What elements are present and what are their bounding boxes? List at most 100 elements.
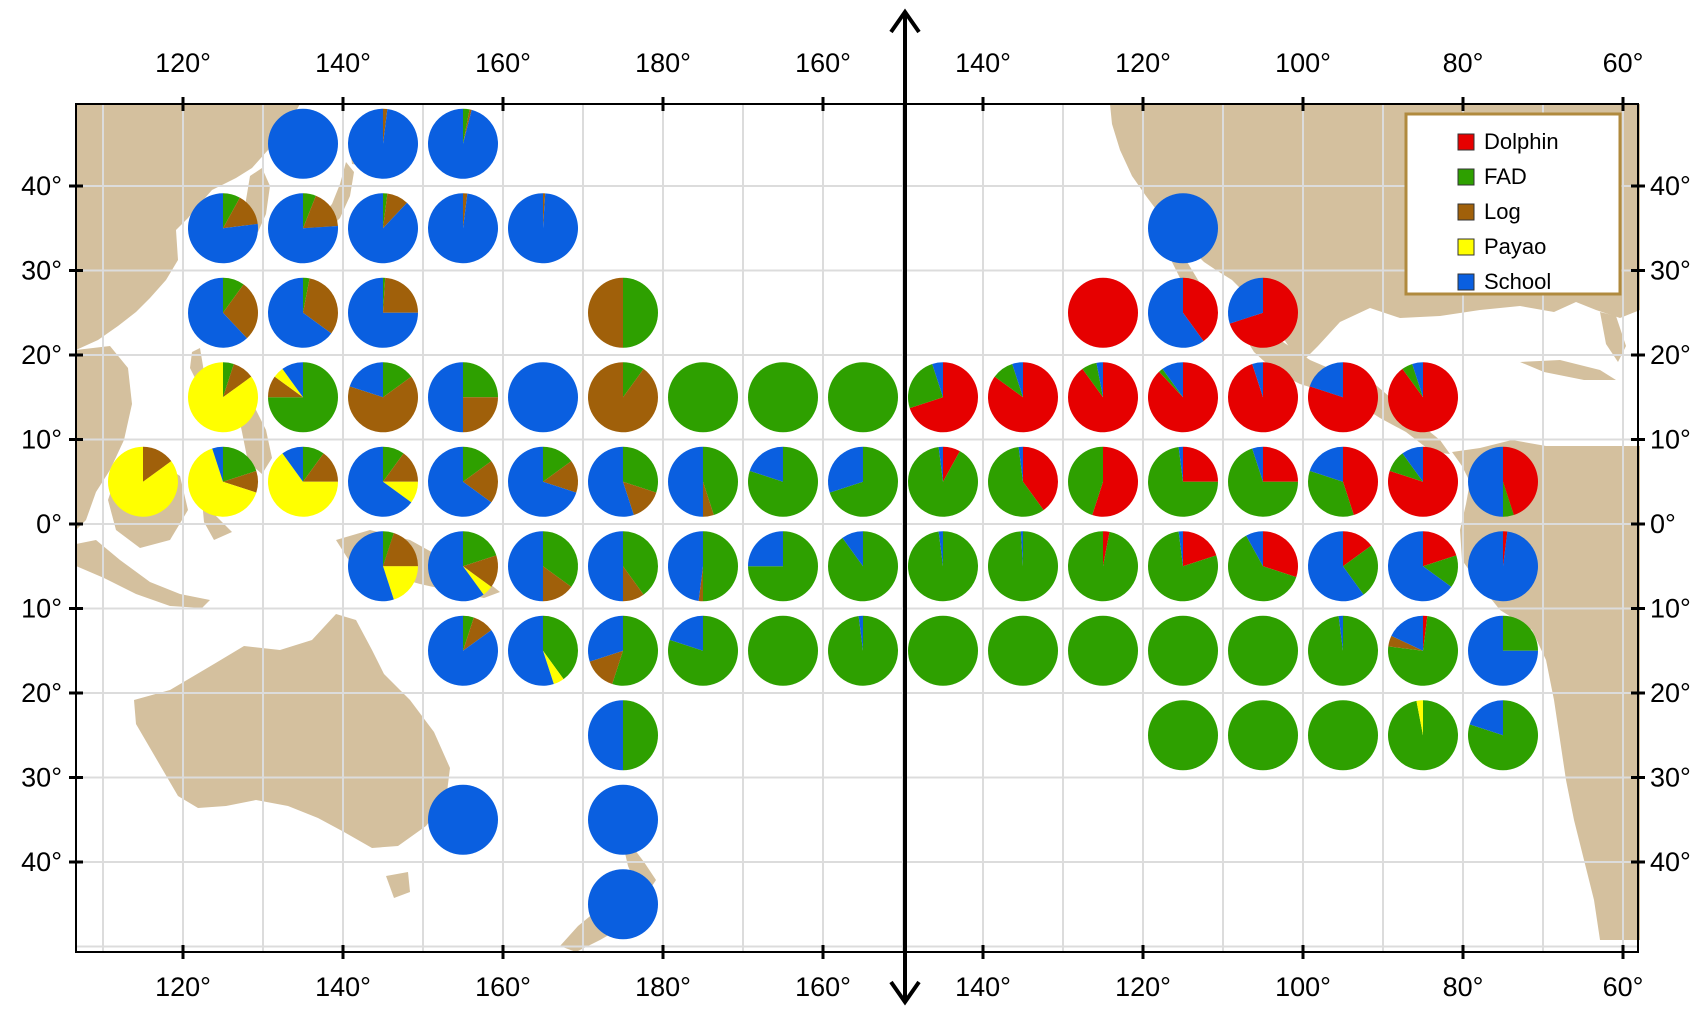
tick-label-top: 100°: [1275, 48, 1331, 78]
land-east-asia: [76, 104, 300, 350]
land-tasmania: [386, 872, 410, 898]
pie-slice: [543, 193, 546, 229]
pie-cell: [428, 531, 498, 602]
pie-slice: [1423, 615, 1428, 651]
pie-slice: [1503, 446, 1538, 516]
pie-cell: [1148, 362, 1218, 433]
pie-slice: [223, 197, 258, 229]
pie-slice: [1391, 615, 1423, 651]
pie-cell: [748, 531, 818, 602]
pie-cell: [588, 869, 658, 940]
tick-label-top: 60°: [1603, 48, 1644, 78]
pie-slice: [748, 531, 783, 567]
tick-label-right: 40°: [1650, 171, 1691, 201]
pie-cell: [1308, 531, 1378, 602]
pie-slice: [588, 531, 623, 602]
pie-slice: [1343, 545, 1378, 595]
pie-slice: [1387, 700, 1458, 771]
pie-slice: [1148, 700, 1218, 771]
pie-cell: [1068, 531, 1138, 602]
pie-cell: [1068, 615, 1138, 686]
legend-swatch: [1457, 203, 1475, 221]
pie-slice: [1423, 555, 1458, 587]
pie-slice: [932, 362, 943, 398]
pie-cell: [747, 446, 818, 517]
pie-slice: [1503, 481, 1514, 517]
pie-cell: [987, 362, 1058, 433]
pie-slice: [703, 481, 714, 517]
pie-slice: [282, 446, 303, 482]
pie-cell: [1228, 700, 1298, 771]
legend-label: Payao: [1484, 234, 1546, 259]
tick-label-left: 40°: [21, 847, 62, 877]
tick-label-bottom: 80°: [1443, 972, 1484, 1002]
pie-slice: [1183, 277, 1219, 342]
pie-slice: [943, 446, 960, 482]
pie-cell: [348, 446, 418, 517]
pie-cell: [348, 193, 418, 264]
pie-slice: [1423, 531, 1457, 567]
tick-label-top: 120°: [155, 48, 211, 78]
pie-slice: [623, 566, 644, 602]
pie-slice: [1309, 446, 1343, 482]
pie-cell: [1308, 446, 1378, 517]
pie-cell: [428, 108, 499, 179]
pie-cell: [1228, 446, 1298, 517]
tick-label-left: 30°: [21, 256, 62, 286]
pie-slice: [748, 362, 818, 433]
pie-cell: [1227, 362, 1298, 433]
pie-cell: [1068, 277, 1138, 348]
land-australia: [134, 614, 450, 848]
pie-slice: [1148, 193, 1218, 264]
pie-slice: [1228, 277, 1263, 324]
legend-swatch: [1457, 168, 1475, 186]
pie-slice: [1388, 531, 1452, 602]
pie-slice: [698, 566, 703, 602]
pie-slice: [668, 362, 738, 433]
legend-label: Dolphin: [1484, 129, 1559, 154]
pie-slice: [1068, 531, 1138, 602]
pie-slice: [188, 448, 257, 517]
pie-cell: [1388, 362, 1458, 433]
pie-slice: [508, 615, 554, 686]
pie-cell: [1307, 615, 1378, 686]
pie-slice: [1228, 615, 1298, 686]
pie-slice: [303, 195, 338, 229]
pie-cell: [588, 362, 659, 433]
pie-slice: [908, 531, 979, 602]
pie-cell: [987, 446, 1058, 517]
pie-cell: [1467, 531, 1538, 602]
pie-slice: [188, 277, 247, 348]
pie-cell: [588, 700, 658, 771]
pie-slice: [1252, 362, 1263, 398]
pie-slice: [623, 446, 658, 493]
pie-cell: [1387, 700, 1458, 771]
pie-layer: [108, 108, 1539, 940]
pie-slice: [1082, 362, 1103, 398]
pie-slice: [988, 615, 1058, 686]
pie-cell: [508, 615, 579, 686]
pie-slice: [188, 362, 259, 433]
pie-slice: [223, 284, 258, 339]
pie-slice: [349, 362, 383, 398]
pie-slice: [749, 446, 783, 482]
pie-slice: [1018, 446, 1023, 482]
pie-slice: [268, 376, 303, 398]
pie-slice: [143, 446, 172, 482]
pie-slice: [383, 277, 418, 313]
pie-slice: [223, 362, 234, 398]
pie-slice: [1228, 535, 1297, 602]
pie-slice: [383, 532, 418, 567]
pie-slice: [1389, 453, 1423, 482]
pie-cell: [348, 108, 419, 179]
pie-slice: [1388, 616, 1458, 686]
tick-label-right: 0°: [1650, 509, 1676, 539]
pie-slice: [1183, 531, 1217, 567]
pie-slice: [1159, 368, 1183, 398]
pie-slice: [1308, 470, 1354, 517]
pie-cell: [827, 615, 898, 686]
pie-slice: [1178, 531, 1183, 567]
pie-slice: [268, 277, 332, 348]
pie-slice: [668, 446, 703, 517]
